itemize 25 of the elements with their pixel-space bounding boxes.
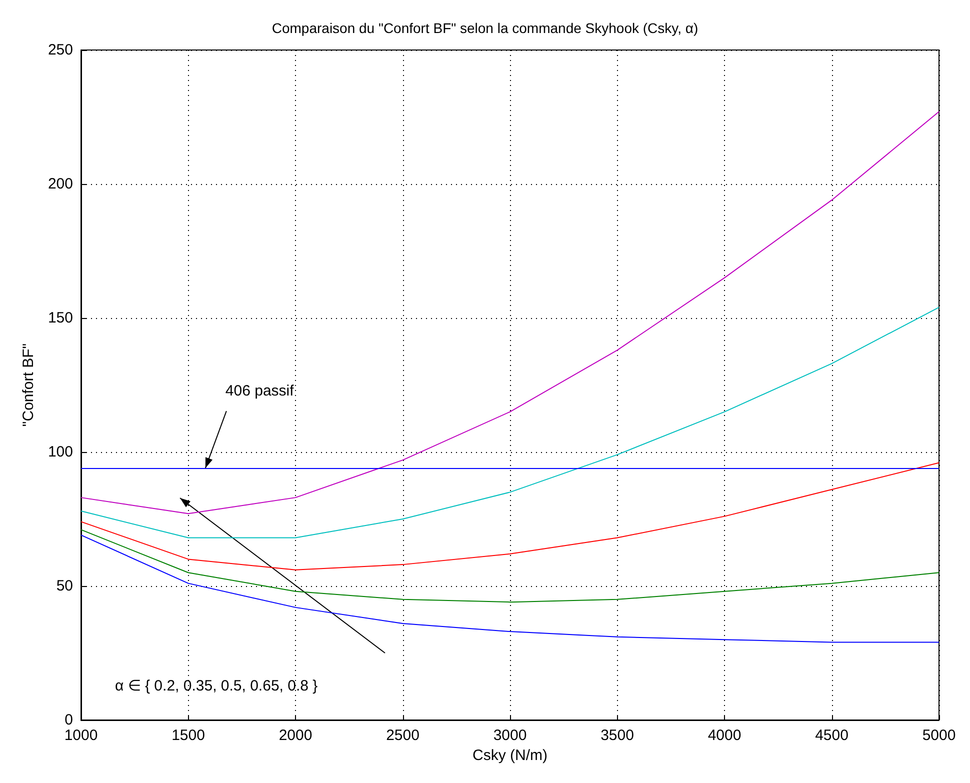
line-series xyxy=(80,462,940,570)
line-series xyxy=(80,306,940,538)
x-tick-label: 3500 xyxy=(600,727,634,744)
annotation: α ∈ { 0.2, 0.35, 0.5, 0.65, 0.8 } xyxy=(115,678,318,694)
y-tick-label: 50 xyxy=(56,578,73,594)
y-tick-label: 150 xyxy=(48,310,73,326)
x-tick-label: 5000 xyxy=(922,727,956,744)
line-series xyxy=(80,529,940,603)
y-tick-label: 200 xyxy=(48,176,73,192)
annotation: 406 passif xyxy=(225,382,295,400)
chart-title: Comparaison du "Confort BF" selon la commande Skyhook (Csky, α) xyxy=(272,20,698,36)
x-tick-label: 4500 xyxy=(815,727,848,744)
y-tick-label: 100 xyxy=(48,444,73,460)
line-series xyxy=(80,534,940,643)
x-tick-label: 2000 xyxy=(278,727,312,744)
x-tick-label: 4000 xyxy=(708,727,742,744)
y-tick-label: 0 xyxy=(64,712,73,728)
x-tick-label: 1000 xyxy=(64,727,98,744)
x-tick-label: 2500 xyxy=(386,727,420,744)
y-tick-label: 250 xyxy=(48,42,73,58)
x-axis-title: Csky (N/m) xyxy=(472,746,548,764)
line-series xyxy=(80,111,940,514)
x-tick-label: 1500 xyxy=(172,727,205,744)
y-axis-title: "Confort BF" xyxy=(20,343,37,427)
x-tick-label: 3000 xyxy=(493,727,527,744)
